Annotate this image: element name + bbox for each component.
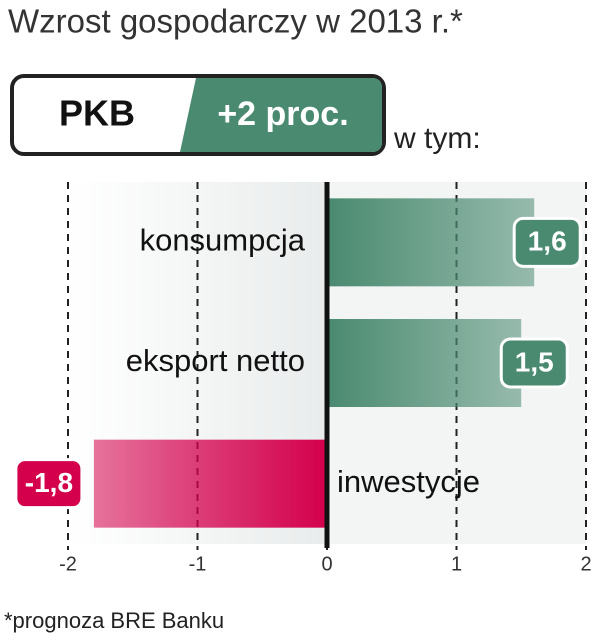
- category-label: konsumpcja: [140, 223, 306, 258]
- x-tick-label: -2: [59, 553, 77, 575]
- category-label: inwestycje: [337, 464, 480, 499]
- value-label-box: [499, 337, 569, 389]
- category-label: eksport netto: [126, 343, 305, 378]
- note: w tym:: [393, 122, 481, 155]
- x-tick-label: 1: [451, 553, 462, 575]
- x-tick-label: 2: [580, 553, 591, 575]
- headline-value-box: [180, 78, 382, 152]
- footnote: *prognoza BRE Banku: [4, 608, 224, 633]
- bar: [327, 198, 535, 287]
- value-label-box: [14, 458, 84, 510]
- value-label-box: [512, 216, 582, 268]
- value-label: 1,6: [528, 226, 567, 257]
- chart-title: Wzrost gospodarczy w 2013 r.*: [8, 3, 463, 40]
- x-tick-label: 0: [321, 553, 332, 575]
- headline-value: +2 proc.: [217, 95, 348, 133]
- bar: [327, 319, 522, 407]
- x-tick-label: -1: [189, 553, 207, 575]
- headline-label: PKB: [59, 93, 135, 134]
- value-label: 1,5: [515, 346, 554, 377]
- value-label: -1,8: [25, 467, 73, 498]
- bar: [93, 439, 328, 528]
